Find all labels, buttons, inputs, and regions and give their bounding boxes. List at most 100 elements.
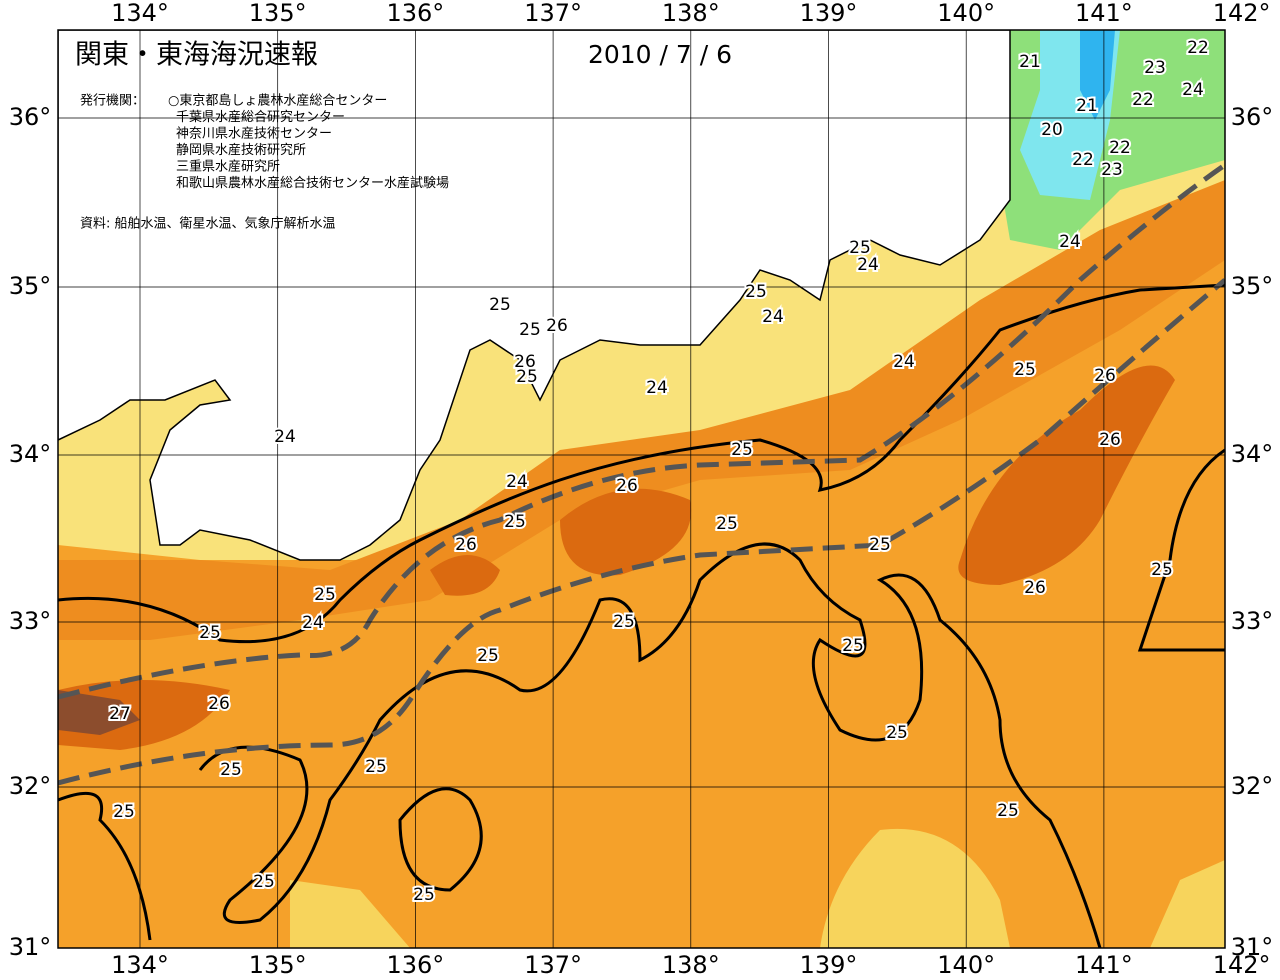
contour-label: 22 [1109,138,1131,158]
data-source: 資料: 船舶水温、衛星水温、気象庁解析水温 [80,216,336,232]
map-body [58,30,1225,948]
lon-label-top: 134° [111,0,169,27]
contour-label: 22 [1132,90,1154,110]
contour-label: 25 [997,801,1019,821]
warm-core [58,365,1175,750]
lon-label-bottom: 141° [1075,951,1133,979]
issuer: 三重県水産研究所 [176,159,280,175]
contour-25 [58,283,1225,948]
contour-label: 25 [1151,560,1173,580]
lat-label-left: 34° [9,440,52,468]
contour-label: 25 [1014,360,1036,380]
contour-label: 25 [731,440,753,460]
contour-label: 25 [716,514,738,534]
contour-label: 25 [886,723,908,743]
contour-label: 26 [455,535,477,555]
contour-label: 25 [489,295,511,315]
contour-label: 26 [1094,366,1116,386]
lon-label-bottom: 134° [111,951,169,979]
contour-label: 26 [1099,430,1121,450]
contour-label: 21 [1076,96,1098,116]
lon-label-top: 139° [800,0,858,27]
contour-label: 26 [546,316,568,336]
contour-label: 22 [1072,150,1094,170]
contour-label: 25 [113,802,135,822]
lon-label-bottom: 137° [524,951,582,979]
cold-water [1080,30,1115,120]
contour-label: 25 [842,636,864,656]
contour-label: 24 [274,427,296,447]
map-title: 関東・東海海況速報 [75,40,318,71]
issuer: 静岡県水産技術研究所 [176,142,306,158]
contour-label: 26 [616,476,638,496]
lon-label-top: 141° [1075,0,1133,27]
contour-label: 25 [519,320,541,340]
lon-label-bottom: 135° [249,951,307,979]
issuer: ○東京都島しょ農林水産総合センター [168,93,387,109]
lon-label-bottom: 139° [800,951,858,979]
lon-label-top: 138° [662,0,720,27]
contour-label: 26 [1024,578,1046,598]
contour-label: 24 [302,613,324,633]
contour-label: 25 [613,612,635,632]
lon-label-bottom: 140° [937,951,995,979]
warmest-core [58,690,140,735]
contour-label: 25 [365,757,387,777]
lon-label-top: 140° [937,0,995,27]
contour-label: 24 [646,378,668,398]
lon-label-top: 136° [386,0,444,27]
graticule [58,30,1225,948]
lat-label-left: 36° [9,103,52,131]
contour-label: 24 [1059,232,1081,252]
contour-label: 24 [762,307,784,327]
contour-label: 25 [745,282,767,302]
contour-label: 24 [893,352,915,372]
lat-label-right: 33° [1231,607,1274,635]
contour-label: 22 [1187,38,1209,58]
contour-label: 25 [504,512,526,532]
yellow-patch [290,828,1225,948]
issuer: 神奈川県水産技術センター [176,126,332,142]
contour-label: 25 [849,238,871,258]
contour-label: 25 [199,623,221,643]
lat-label-right: 32° [1231,772,1274,800]
lon-label-bottom: 138° [662,951,720,979]
contour-label: 25 [314,585,336,605]
contour-label: 25 [413,885,435,905]
lat-label-right: 35° [1231,272,1274,300]
lat-label-left: 31° [9,933,52,961]
contour-label: 25 [869,535,891,555]
contour-label: 25 [253,872,275,892]
contour-label: 26 [514,352,536,372]
map-date: 2010 / 7 / 6 [588,40,732,69]
contour-label: 25 [516,367,538,387]
lat-label-right: 36° [1231,103,1274,131]
contour-label: 23 [1144,58,1166,78]
contour-label: 24 [857,255,879,275]
lat-label-left: 32° [9,772,52,800]
lon-label-top: 137° [524,0,582,27]
lat-label-right: 34° [1231,440,1274,468]
issuer-label: 発行機関： [80,94,145,109]
contour-label: 20 [1041,120,1063,140]
contour-label: 26 [208,694,230,714]
contour-label: 24 [506,472,528,492]
lat-label-left: 35° [9,272,52,300]
lon-label-bottom: 136° [386,951,444,979]
contour-label: 25 [220,760,242,780]
contour-label: 23 [1101,160,1123,180]
map-frame [57,29,1226,949]
land [58,30,1011,561]
lat-label-left: 33° [9,607,52,635]
lat-label-right: 31° [1231,933,1274,961]
issuer: 和歌山県農林水産総合技術センター水産試験場 [176,175,449,191]
lon-label-bottom: 142° [1213,951,1271,979]
contour-label: 27 [109,704,131,724]
lon-label-top: 142° [1213,0,1271,27]
kuroshio-axis [58,162,1225,786]
contour-label: 25 [477,646,499,666]
contour-label: 24 [1182,80,1204,100]
issuer: 千葉県水産総合研究センター [176,109,345,125]
